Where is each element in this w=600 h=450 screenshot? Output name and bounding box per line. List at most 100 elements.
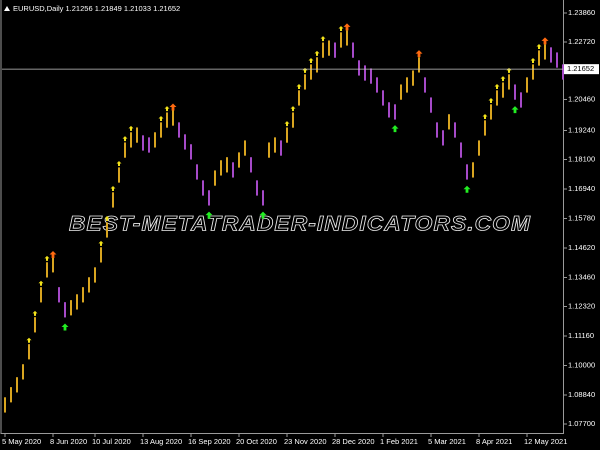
trend-arrow [494, 83, 500, 89]
sell-arrow [169, 103, 177, 111]
x-tick-label: 23 Nov 2020 [284, 437, 327, 446]
price-bar [490, 104, 492, 120]
price-bar [16, 377, 18, 393]
price-bar [64, 302, 66, 318]
x-tick-label: 1 Feb 2021 [380, 437, 418, 446]
price-bar [34, 317, 36, 333]
price-bar [58, 287, 60, 303]
price-bar [394, 104, 396, 120]
price-bar [70, 300, 72, 316]
price-bar [502, 82, 504, 98]
y-tick-label: 1.16940 [568, 184, 595, 193]
price-bar [52, 257, 54, 273]
x-tick-label: 8 Jun 2020 [50, 437, 87, 446]
price-bar [106, 222, 108, 238]
price-bar [172, 110, 174, 126]
price-bar [364, 65, 366, 81]
price-bar [208, 190, 210, 206]
price-bar [448, 114, 450, 130]
price-bar [412, 70, 414, 86]
trend-arrow [290, 106, 296, 112]
price-bar [418, 57, 420, 73]
trend-arrow [284, 121, 290, 127]
price-bar [112, 192, 114, 208]
trend-arrow [122, 136, 128, 142]
price-bar [334, 42, 336, 58]
price-bar [250, 157, 252, 173]
price-bar [400, 84, 402, 100]
trend-arrow [500, 76, 506, 82]
trend-arrow [44, 255, 50, 261]
price-bar [88, 277, 90, 293]
price-bar [376, 77, 378, 93]
price-bar [496, 90, 498, 106]
price-bar [142, 135, 144, 151]
price-bar [268, 142, 270, 158]
price-bar [310, 64, 312, 80]
price-bar [10, 387, 12, 403]
price-bar [184, 134, 186, 150]
trend-arrow [164, 106, 170, 112]
trend-arrow [128, 125, 134, 131]
x-tick-label: 28 Dec 2020 [332, 437, 375, 446]
price-bar [274, 137, 276, 153]
price-bar [514, 84, 516, 100]
x-tick-label: 20 Oct 2020 [236, 437, 277, 446]
price-bar [280, 140, 282, 156]
y-tick-label: 1.12320 [568, 301, 595, 310]
price-bar [76, 294, 78, 310]
price-bar [544, 44, 546, 60]
buy-arrow [463, 185, 471, 193]
price-bar [148, 137, 150, 153]
price-bar [226, 157, 228, 173]
sell-arrow [49, 251, 57, 259]
price-bar [130, 132, 132, 148]
y-tick-label: 1.14620 [568, 243, 595, 252]
price-bar [424, 77, 426, 93]
price-bar [196, 164, 198, 180]
plot-frame [0, 0, 564, 434]
price-bar [454, 122, 456, 138]
x-tick-label: 5 Mar 2021 [428, 437, 466, 446]
price-bar [508, 74, 510, 90]
buy-arrow [511, 106, 519, 114]
sell-arrow [343, 23, 351, 31]
price-bar [562, 64, 564, 80]
price-bar [118, 167, 120, 183]
buy-arrow [259, 211, 267, 219]
symbol-icon [4, 6, 10, 11]
y-tick-label: 1.22720 [568, 37, 595, 46]
price-bar [346, 30, 348, 46]
price-bar [232, 162, 234, 178]
sell-arrow [541, 37, 549, 45]
price-bar [328, 40, 330, 56]
price-bar [556, 52, 558, 68]
trend-arrow [296, 83, 302, 89]
price-bar [430, 97, 432, 113]
trend-arrow [314, 50, 320, 56]
trend-arrow [38, 280, 44, 286]
trend-arrow [482, 113, 488, 119]
price-bar [4, 397, 6, 413]
current-price-label: 1.21652 [567, 64, 594, 73]
price-bar [100, 247, 102, 263]
price-bar [94, 267, 96, 283]
price-bar [382, 90, 384, 106]
x-tick-label: 10 Jul 2020 [92, 437, 131, 446]
trend-arrow [530, 58, 536, 64]
y-tick-label: 1.18100 [568, 154, 595, 163]
price-bar [340, 32, 342, 48]
price-bar [352, 42, 354, 58]
price-bar [472, 162, 474, 178]
price-bar [214, 170, 216, 186]
price-bar [262, 190, 264, 206]
price-bar [286, 127, 288, 143]
price-bar [532, 64, 534, 80]
y-tick-label: 1.20460 [568, 94, 595, 103]
x-tick-label: 12 May 2021 [524, 437, 567, 446]
trend-arrow [308, 58, 314, 64]
y-tick-label: 1.08840 [568, 390, 595, 399]
